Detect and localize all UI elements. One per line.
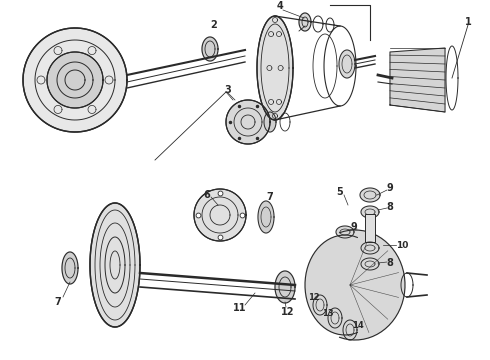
Text: 5: 5 bbox=[337, 187, 343, 197]
Text: 9: 9 bbox=[351, 222, 357, 232]
Text: 3: 3 bbox=[224, 85, 231, 95]
Polygon shape bbox=[226, 100, 270, 144]
Polygon shape bbox=[360, 188, 380, 202]
Polygon shape bbox=[390, 48, 445, 112]
Polygon shape bbox=[275, 271, 295, 303]
Polygon shape bbox=[62, 252, 78, 284]
Text: 2: 2 bbox=[211, 20, 218, 30]
Text: 8: 8 bbox=[387, 258, 393, 268]
Text: 14: 14 bbox=[352, 321, 364, 330]
Text: 11: 11 bbox=[233, 303, 247, 313]
Polygon shape bbox=[299, 13, 311, 31]
Text: 8: 8 bbox=[387, 202, 393, 212]
Text: 1: 1 bbox=[465, 17, 471, 27]
Polygon shape bbox=[194, 189, 246, 241]
Text: 9: 9 bbox=[387, 183, 393, 193]
Bar bbox=[365, 214, 375, 242]
Text: 6: 6 bbox=[204, 190, 210, 200]
Polygon shape bbox=[361, 258, 379, 270]
Text: 13: 13 bbox=[322, 310, 334, 319]
Text: 4: 4 bbox=[277, 1, 283, 11]
Polygon shape bbox=[339, 50, 355, 78]
Text: 12: 12 bbox=[308, 293, 320, 302]
Polygon shape bbox=[336, 226, 354, 238]
Polygon shape bbox=[202, 37, 218, 61]
Polygon shape bbox=[258, 201, 274, 233]
Text: 12: 12 bbox=[281, 307, 295, 317]
Polygon shape bbox=[264, 112, 276, 132]
Polygon shape bbox=[313, 295, 327, 315]
Text: 10: 10 bbox=[396, 240, 408, 249]
Polygon shape bbox=[361, 242, 379, 254]
Polygon shape bbox=[328, 308, 342, 328]
Polygon shape bbox=[47, 52, 103, 108]
Text: 7: 7 bbox=[54, 297, 61, 307]
Polygon shape bbox=[257, 16, 293, 120]
Polygon shape bbox=[305, 230, 405, 340]
Polygon shape bbox=[361, 206, 379, 218]
Polygon shape bbox=[90, 203, 140, 327]
Text: 7: 7 bbox=[267, 192, 273, 202]
Polygon shape bbox=[343, 320, 357, 340]
Polygon shape bbox=[23, 28, 127, 132]
